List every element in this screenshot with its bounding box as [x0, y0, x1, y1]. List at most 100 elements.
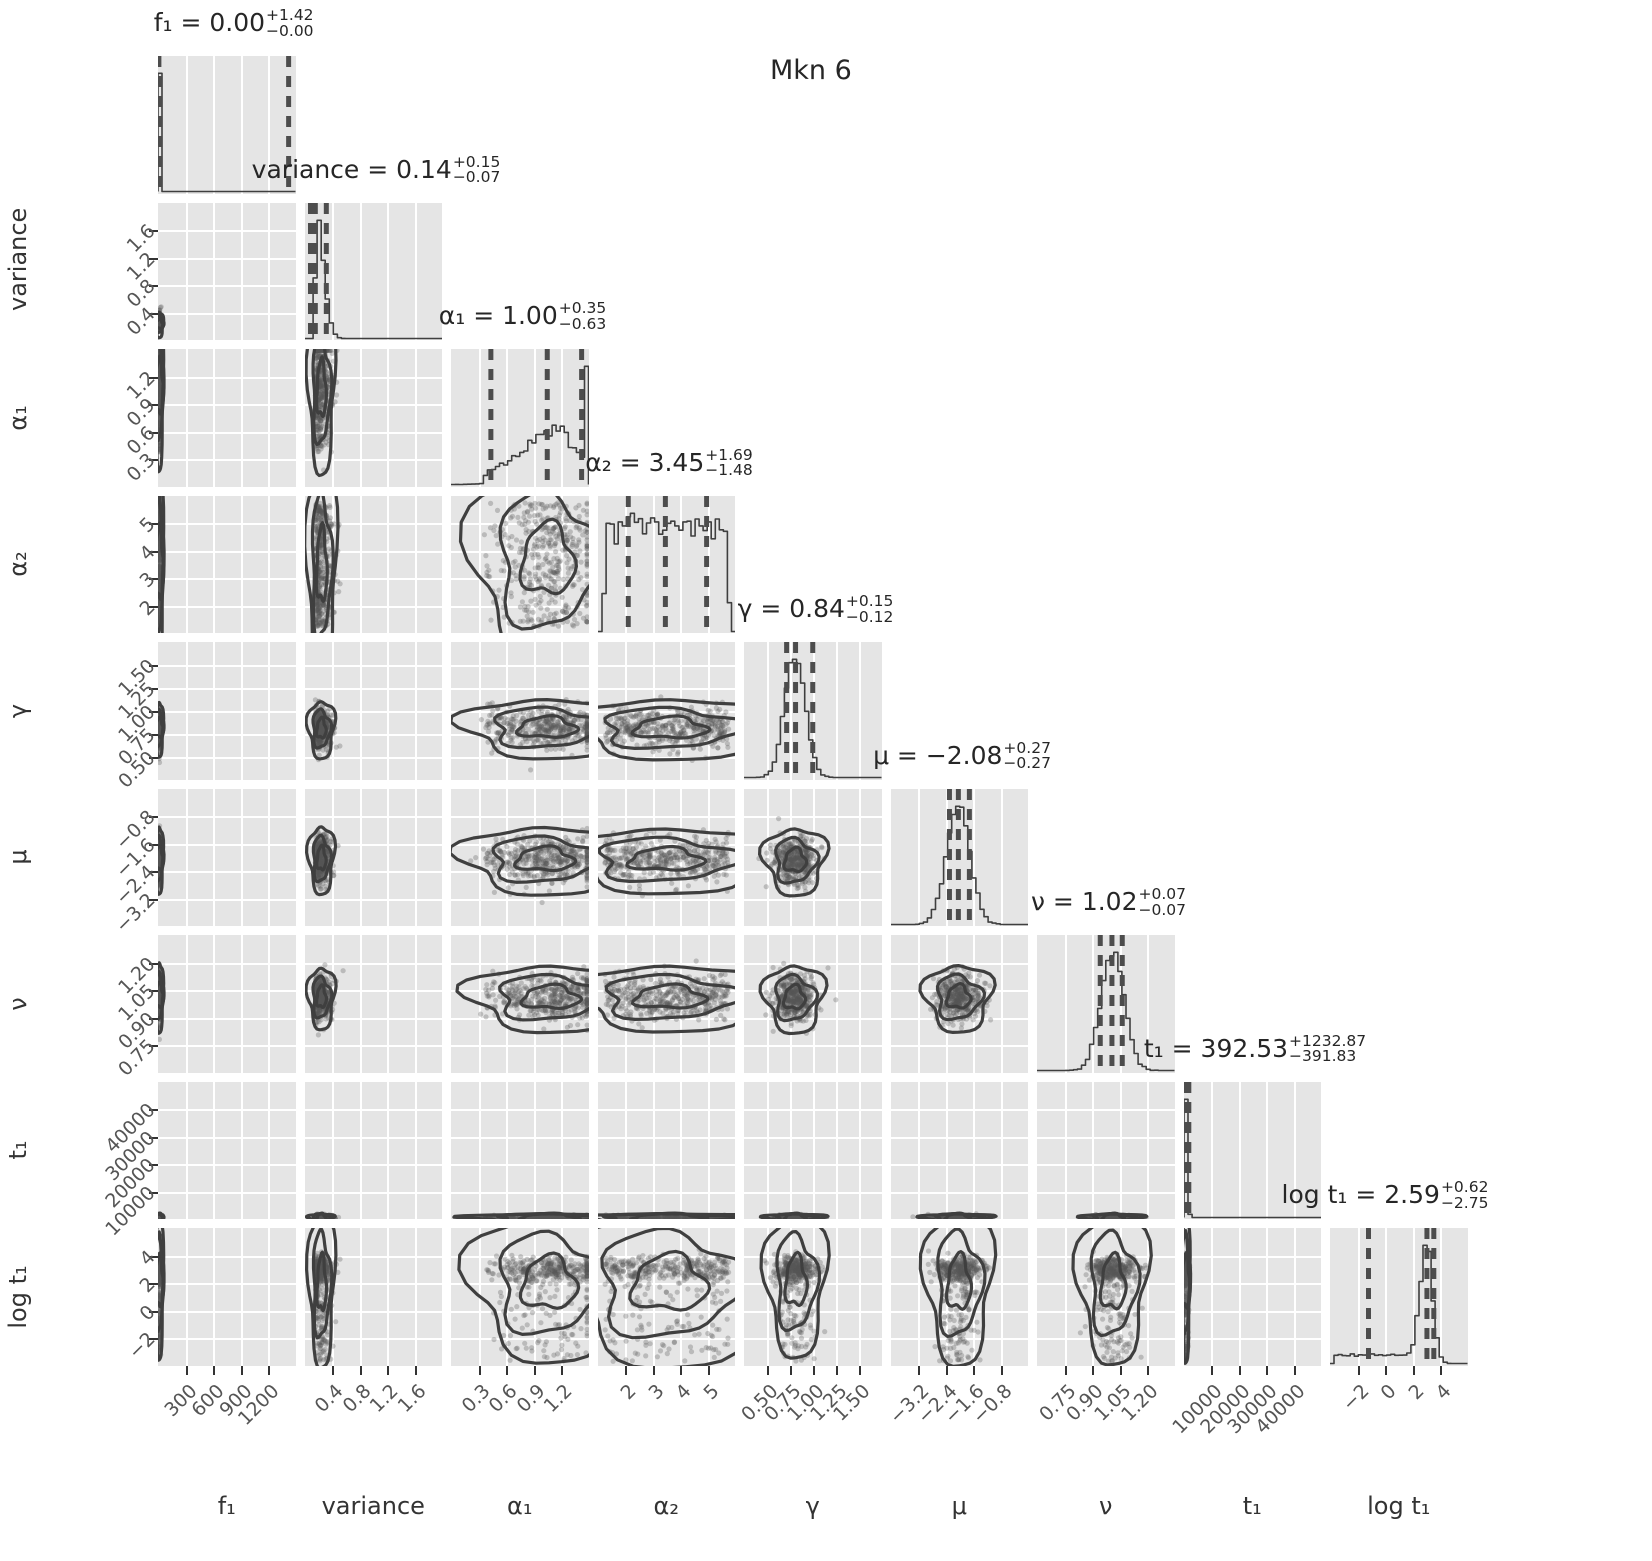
joint-panel-alpha1-vs-t1	[451, 1082, 589, 1220]
y-axis-label-nu: ν	[4, 964, 32, 1044]
err-minus: −0.00	[266, 24, 314, 40]
x-tick-mark	[268, 1366, 270, 1375]
joint-panel-gamma-vs-mu	[744, 789, 882, 927]
joint-panel-variance-vs-nu	[305, 935, 443, 1073]
err-minus: −0.07	[1138, 903, 1186, 919]
err-minus: −0.07	[453, 170, 501, 186]
y-axis-label-mu: μ	[4, 817, 32, 897]
x-axis-label-variance: variance	[305, 1492, 443, 1520]
joint-panel-alpha2-vs-logt1	[598, 1228, 736, 1366]
posterior-uncertainty: +1.69 −1.48	[705, 448, 753, 480]
x-tick-mark	[1266, 1366, 1268, 1375]
posterior-title-text: log t₁ = 2.59	[1282, 1180, 1440, 1209]
posterior-uncertainty: +0.62 −2.75	[1441, 1180, 1489, 1212]
joint-panel-alpha2-vs-mu	[598, 789, 736, 927]
err-minus: −2.75	[1441, 1196, 1489, 1212]
x-tick-mark	[1440, 1366, 1442, 1375]
posterior-title-text: μ = −2.08	[873, 741, 1002, 770]
joint-panel-nu-vs-t1	[1037, 1082, 1175, 1220]
hist-panel-alpha1	[451, 349, 589, 487]
x-tick-mark	[1092, 1366, 1094, 1375]
x-axis-label-alpha2: α₂	[598, 1492, 736, 1520]
joint-panel-mu-vs-nu	[891, 935, 1029, 1073]
x-tick-mark	[1358, 1366, 1360, 1375]
x-axis-label-mu: μ	[891, 1492, 1029, 1520]
x-tick-mark	[1065, 1366, 1067, 1375]
joint-panel-variance-vs-alpha2	[305, 496, 443, 634]
x-tick-mark	[479, 1366, 481, 1375]
posterior-uncertainty: +0.35 −0.63	[559, 301, 607, 333]
x-tick-mark	[561, 1366, 563, 1375]
joint-panel-alpha2-vs-t1	[598, 1082, 736, 1220]
posterior-uncertainty: +0.27 −0.27	[1003, 741, 1051, 773]
joint-panel-f1-vs-gamma	[158, 642, 296, 780]
joint-panel-f1-vs-variance	[158, 203, 296, 341]
y-axis-label-logt1: log t₁	[4, 1257, 32, 1337]
posterior-title-alpha2: α₂ = 3.45 +1.69 −1.48	[585, 448, 753, 480]
joint-panel-gamma-vs-t1	[744, 1082, 882, 1220]
err-minus: −0.27	[1003, 756, 1051, 772]
x-tick-mark	[213, 1366, 215, 1375]
posterior-title-text: ν = 1.02	[1031, 887, 1137, 916]
x-tick-mark	[859, 1366, 861, 1375]
x-axis-label-logt1: log t₁	[1330, 1492, 1468, 1520]
y-axis-label-t1: t₁	[4, 1110, 32, 1190]
x-axis-label-alpha1: α₁	[451, 1492, 589, 1520]
x-tick-mark	[360, 1366, 362, 1375]
posterior-title-text: α₂ = 3.45	[585, 448, 704, 477]
posterior-title-nu: ν = 1.02 +0.07 −0.07	[1031, 887, 1186, 919]
x-axis-label-t1: t₁	[1184, 1492, 1322, 1520]
x-tick-mark	[1239, 1366, 1241, 1375]
hist-panel-logt1	[1330, 1228, 1468, 1366]
x-tick-mark	[653, 1366, 655, 1375]
x-tick-mark	[1120, 1366, 1122, 1375]
posterior-uncertainty: +0.15 −0.07	[453, 155, 501, 187]
posterior-uncertainty: +1232.87 −391.83	[1289, 1034, 1366, 1066]
joint-panel-alpha1-vs-gamma	[451, 642, 589, 780]
joint-panel-variance-vs-gamma	[305, 642, 443, 780]
x-axis-label-nu: ν	[1037, 1492, 1175, 1520]
y-axis-label-variance: variance	[4, 231, 32, 311]
x-tick-mark	[813, 1366, 815, 1375]
joint-panel-alpha1-vs-alpha2	[451, 496, 589, 634]
x-tick-mark	[1147, 1366, 1149, 1375]
joint-panel-alpha2-vs-gamma	[598, 642, 736, 780]
posterior-title-variance: variance = 0.14 +0.15 −0.07	[252, 155, 501, 187]
posterior-title-f1: f₁ = 0.00 +1.42 −0.00	[154, 8, 314, 40]
joint-panel-alpha1-vs-mu	[451, 789, 589, 927]
x-tick-mark	[241, 1366, 243, 1375]
x-tick-mark	[836, 1366, 838, 1375]
x-tick-mark	[387, 1366, 389, 1375]
x-tick-mark	[625, 1366, 627, 1375]
x-tick-mark	[767, 1366, 769, 1375]
x-tick-mark	[1413, 1366, 1415, 1375]
posterior-title-text: t₁ = 392.53	[1144, 1034, 1288, 1063]
joint-panel-f1-vs-nu	[158, 935, 296, 1073]
err-minus: −0.63	[559, 317, 607, 333]
joint-panel-f1-vs-alpha2	[158, 496, 296, 634]
joint-panel-gamma-vs-nu	[744, 935, 882, 1073]
joint-panel-alpha1-vs-logt1	[451, 1228, 589, 1366]
posterior-uncertainty: +0.07 −0.07	[1138, 887, 1186, 919]
x-tick-mark	[680, 1366, 682, 1375]
posterior-title-logt1: log t₁ = 2.59 +0.62 −2.75	[1282, 1180, 1489, 1212]
x-tick-mark	[534, 1366, 536, 1375]
joint-panel-alpha2-vs-nu	[598, 935, 736, 1073]
hist-panel-mu	[891, 789, 1029, 927]
joint-panel-variance-vs-logt1	[305, 1228, 443, 1366]
joint-panel-t1-vs-logt1	[1184, 1228, 1322, 1366]
x-tick-mark	[1001, 1366, 1003, 1375]
posterior-uncertainty: +1.42 −0.00	[266, 8, 314, 40]
joint-panel-mu-vs-t1	[891, 1082, 1029, 1220]
joint-panel-f1-vs-logt1	[158, 1228, 296, 1366]
x-tick-mark	[1294, 1366, 1296, 1375]
x-axis-label-gamma: γ	[744, 1492, 882, 1520]
y-axis-label-alpha2: α₂	[4, 524, 32, 604]
x-tick-mark	[790, 1366, 792, 1375]
joint-panel-gamma-vs-logt1	[744, 1228, 882, 1366]
joint-panel-f1-vs-mu	[158, 789, 296, 927]
joint-panel-variance-vs-alpha1	[305, 349, 443, 487]
err-minus: −1.48	[705, 463, 753, 479]
x-tick-mark	[946, 1366, 948, 1375]
posterior-title-t1: t₁ = 392.53 +1232.87 −391.83	[1144, 1034, 1366, 1066]
